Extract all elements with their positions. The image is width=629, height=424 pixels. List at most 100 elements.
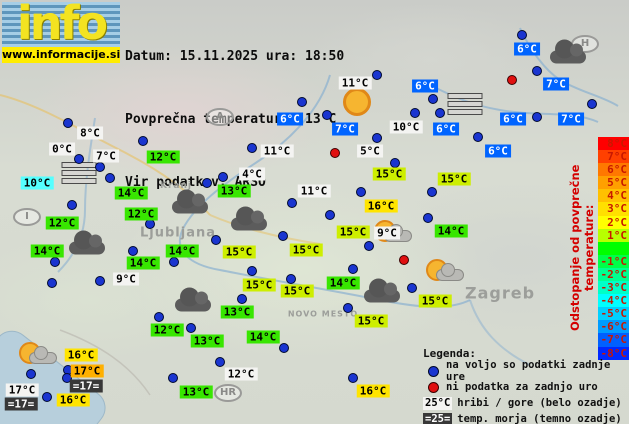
city-label: Zagreb xyxy=(464,283,536,303)
legend-row-sea-temp: =25= temp. morja (temno ozadje) xyxy=(423,411,629,424)
temperature-label: 9°C xyxy=(113,272,139,286)
station-dot-data-available xyxy=(74,154,84,164)
temperature-label: 15°C xyxy=(280,284,314,298)
station-dot-data-available xyxy=(287,198,297,208)
scale-step: -7°C xyxy=(598,333,629,347)
city-label: Ljubljana xyxy=(139,225,217,241)
station-dot-data-available xyxy=(138,136,148,146)
station-dot-data-available xyxy=(26,369,36,379)
temperature-label: 17°C xyxy=(5,383,39,397)
station-dot-no-data xyxy=(507,75,517,85)
temperature-label: 16°C xyxy=(64,348,98,362)
fog-bar xyxy=(447,93,483,99)
temperature-label: 6°C xyxy=(433,122,459,136)
fog-icon xyxy=(447,93,483,115)
info-logo-link[interactable]: info www.informacije.si xyxy=(2,2,120,63)
sun-behind-cloud-icon xyxy=(426,259,464,283)
station-dot-data-available xyxy=(215,357,225,367)
temperature-label: 16°C xyxy=(364,199,398,213)
station-dot-data-available xyxy=(473,132,483,142)
station-dot-data-available xyxy=(356,187,366,197)
temperature-label: =17= xyxy=(4,397,38,411)
station-dot-data-available xyxy=(410,108,420,118)
legend-row-mountains: 25°C hribi / gore (belo ozadje) xyxy=(423,395,629,411)
station-dot-data-available xyxy=(145,219,155,229)
temperature-label: 14°C xyxy=(246,330,280,344)
sun-icon xyxy=(343,88,371,116)
temperature-label: 15°C xyxy=(354,314,388,328)
logo-url: www.informacije.si xyxy=(2,47,121,63)
city-label: Kranj xyxy=(160,181,192,191)
temperature-label: 13°C xyxy=(190,334,224,348)
temperature-label: 6°C xyxy=(277,112,303,126)
temperature-label: 7°C xyxy=(332,122,358,136)
station-dot-data-available xyxy=(186,323,196,333)
station-dot-data-available xyxy=(169,257,179,267)
temperature-label: 12°C xyxy=(45,216,79,230)
fog-bar xyxy=(61,178,97,184)
temperature-deviation-scale: 8°C 7°C 6°C 5°C 4°C 3°C 2°C 1°C -1°C -2°C -3°C -4°C… xyxy=(598,137,629,360)
station-dot-data-available xyxy=(372,133,382,143)
city-label: NOVO MESTO xyxy=(287,309,359,319)
temperature-label: 14°C xyxy=(126,256,160,270)
scale-step: -1°C xyxy=(598,254,629,268)
legend-text: ni podatka za zadnjo uro xyxy=(446,381,598,393)
temperature-label: 16°C xyxy=(356,384,390,398)
cloud-icon xyxy=(364,278,400,303)
station-dot-data-available xyxy=(42,392,52,402)
legend: Legenda: na voljo so podatki zadnje ure … xyxy=(423,347,629,424)
station-dot-data-available xyxy=(202,178,212,188)
country-label-hr: HR xyxy=(214,384,242,402)
dark-label-sample: =25= xyxy=(423,412,453,424)
temperature-label: 14°C xyxy=(114,186,148,200)
temperature-label: 6°C xyxy=(485,144,511,158)
station-dot-no-data xyxy=(399,255,409,265)
temperature-label: 13°C xyxy=(220,305,254,319)
station-dot-data-available xyxy=(247,143,257,153)
scale-step: 4°C xyxy=(598,189,629,203)
station-dot-data-available xyxy=(247,266,257,276)
temperature-label: 16°C xyxy=(56,393,90,407)
temperature-label: 10°C xyxy=(389,120,423,134)
cloud-icon xyxy=(172,189,208,214)
header-avg-temp-line: Povprečna temperatura: 13°C xyxy=(125,112,337,127)
cloud-icon xyxy=(231,206,267,231)
temperature-label: 14°C xyxy=(434,224,468,238)
station-dot-data-available xyxy=(372,70,382,80)
station-dot-no-data xyxy=(330,148,340,158)
temperature-label: 15°C xyxy=(336,225,370,239)
temperature-label: 7°C xyxy=(93,149,119,163)
scale-step: -4°C xyxy=(598,294,629,308)
station-dot-data-available xyxy=(297,97,307,107)
station-dot-data-available xyxy=(105,173,115,183)
station-dot-data-available xyxy=(67,200,77,210)
legend-title: Legenda: xyxy=(423,347,476,360)
temperature-label: 6°C xyxy=(412,79,438,93)
station-dot-data-available xyxy=(95,276,105,286)
temperature-label: =17= xyxy=(69,379,103,393)
header-date-line: Datum: 15.11.2025 ura: 18:50 xyxy=(125,49,345,64)
temperature-label: 11°C xyxy=(338,76,372,90)
red-dot-icon xyxy=(428,381,439,393)
scale-title: Odstopanje od povprečne temperature: xyxy=(568,164,596,332)
station-dot-data-available xyxy=(325,210,335,220)
station-dot-data-available xyxy=(322,110,332,120)
station-dot-data-available xyxy=(286,274,296,284)
logo-wordmark: info xyxy=(2,2,120,47)
legend-text: hribi / gore (belo ozadje) xyxy=(457,397,622,409)
scale-step: 1°C xyxy=(598,228,629,242)
temperature-label: 17°C xyxy=(70,364,104,378)
temperature-label: 15°C xyxy=(222,245,256,259)
temperature-label: 12°C xyxy=(224,367,258,381)
scale-step: 7°C xyxy=(598,150,629,164)
scale-step: 2°C xyxy=(598,215,629,229)
header-info: Datum: 15.11.2025 ura: 18:50 Povprečna t… xyxy=(125,4,344,235)
station-dot-data-available xyxy=(218,172,228,182)
station-dot-data-available xyxy=(364,241,374,251)
temperature-label: 7°C xyxy=(543,77,569,91)
temperature-label: 12°C xyxy=(150,323,184,337)
legend-text: na voljo so podatki zadnje ure xyxy=(446,359,611,383)
scale-step: -5°C xyxy=(598,307,629,321)
cloud-part xyxy=(436,263,464,281)
